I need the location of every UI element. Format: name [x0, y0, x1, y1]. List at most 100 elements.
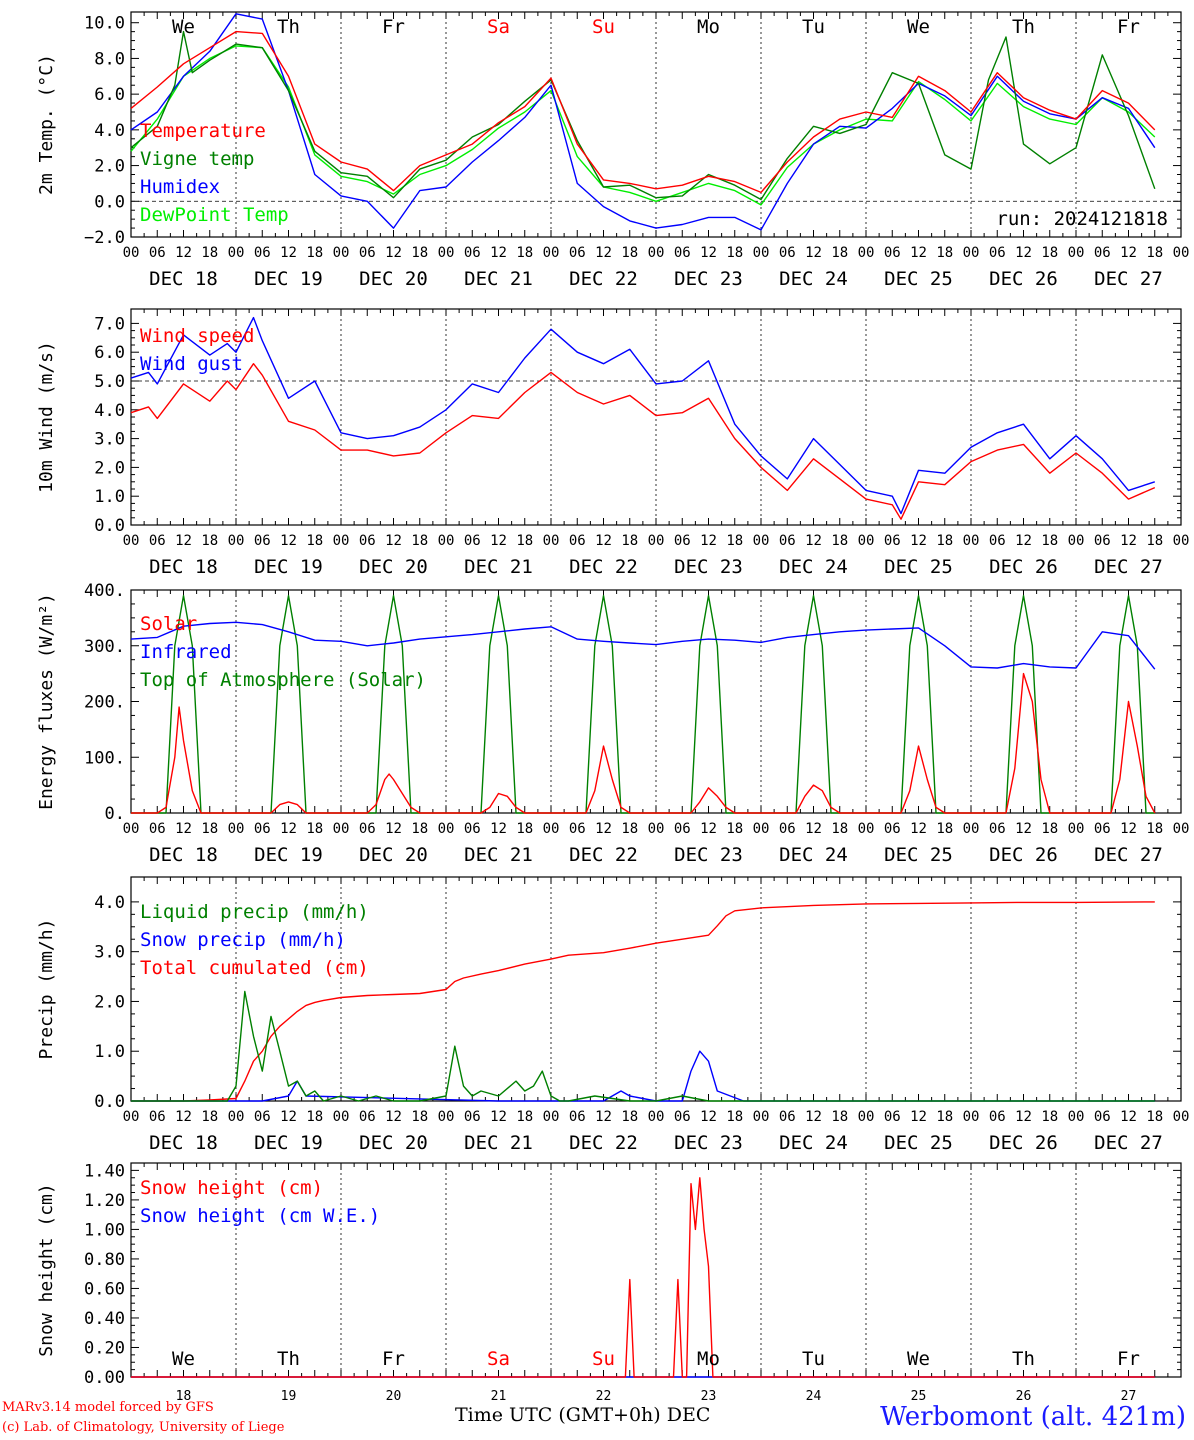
hour-tick-label: 06 — [989, 821, 1006, 837]
hour-tick-label: 18 — [1146, 245, 1163, 261]
hour-tick-label: 06 — [674, 245, 691, 261]
hour-tick-label: 18 — [726, 821, 743, 837]
hour-tick-label: 06 — [884, 533, 901, 549]
hour-tick-label: 00 — [963, 245, 980, 261]
hour-tick-label: 18 — [516, 245, 533, 261]
hour-tick-label: 06 — [884, 821, 901, 837]
hour-tick-label: 18 — [1146, 821, 1163, 837]
hour-tick-label: 12 — [1015, 533, 1032, 549]
day-number-label: 23 — [701, 1389, 717, 1404]
weekday-label: We — [172, 16, 195, 38]
hour-tick-label: 18 — [516, 533, 533, 549]
y-tick-label: 2.0 — [94, 157, 125, 177]
hour-tick-label: 18 — [306, 1109, 323, 1125]
weekday-label: Th — [1012, 1348, 1035, 1370]
hour-tick-label: 12 — [385, 821, 402, 837]
hour-tick-label: 12 — [1015, 1109, 1032, 1125]
date-label: DEC 22 — [569, 844, 638, 866]
hour-tick-label: 00 — [1068, 1109, 1085, 1125]
hour-tick-label: 00 — [963, 821, 980, 837]
date-label: DEC 27 — [1094, 1132, 1163, 1154]
day-number-label: 22 — [596, 1389, 612, 1404]
plot-frame — [130, 308, 1182, 526]
hour-tick-label: 18 — [201, 533, 218, 549]
hour-tick-label: 12 — [1120, 533, 1137, 549]
hour-tick-label: 06 — [779, 821, 796, 837]
hour-tick-label: 06 — [254, 1109, 271, 1125]
date-label: DEC 18 — [149, 844, 218, 866]
date-label: DEC 21 — [464, 268, 533, 290]
hour-tick-label: 18 — [411, 533, 428, 549]
hour-tick-label: 06 — [1094, 1109, 1111, 1125]
weekday-label: Su — [592, 1348, 615, 1370]
day-number-label: 21 — [491, 1389, 507, 1404]
y-tick-label: 0.00 — [84, 1368, 125, 1388]
hour-tick-label: 12 — [595, 821, 612, 837]
series-line — [131, 672, 1156, 814]
hour-tick-label: 18 — [306, 533, 323, 549]
hour-tick-label: 12 — [490, 245, 507, 261]
hour-tick-label: 00 — [123, 1109, 140, 1125]
y-tick-label: 6.0 — [94, 343, 125, 363]
y-tick-label: 0.0 — [94, 516, 125, 536]
date-label: DEC 25 — [884, 1132, 953, 1154]
y-tick-label: 4.0 — [94, 401, 125, 421]
y-tick-label: 1.20 — [84, 1191, 125, 1211]
hour-tick-label: 12 — [910, 1109, 927, 1125]
day-number-label: 19 — [281, 1389, 297, 1404]
hour-tick-label: 00 — [123, 821, 140, 837]
hour-tick-label: 18 — [831, 1109, 848, 1125]
hour-tick-label: 18 — [1041, 533, 1058, 549]
hour-tick-label: 06 — [989, 533, 1006, 549]
hour-tick-label: 06 — [149, 821, 166, 837]
weekday-label: Fr — [382, 1348, 405, 1370]
date-label: DEC 20 — [359, 268, 428, 290]
series-line — [130, 13, 1156, 231]
model-credit: MARv3.14 model forced by GFS — [2, 1400, 214, 1415]
hour-tick-label: 00 — [1173, 533, 1190, 549]
y-tick-label: 1.0 — [94, 1042, 125, 1062]
date-label: DEC 20 — [359, 844, 428, 866]
weekday-label: We — [907, 16, 930, 38]
hour-tick-label: 06 — [569, 1109, 586, 1125]
hour-tick-label: 18 — [831, 245, 848, 261]
hour-tick-label: 06 — [149, 1109, 166, 1125]
hour-tick-label: 12 — [805, 1109, 822, 1125]
y-tick-label: 0. — [105, 804, 125, 824]
weekday-label: Fr — [1117, 16, 1140, 38]
hour-tick-label: 18 — [1041, 1109, 1058, 1125]
hour-tick-label: 06 — [884, 1109, 901, 1125]
hour-tick-label: 12 — [385, 533, 402, 549]
hour-tick-label: 06 — [359, 821, 376, 837]
legend-entry: Snow height (cm) — [140, 1177, 323, 1199]
hour-tick-label: 12 — [490, 533, 507, 549]
day-number-label: 25 — [911, 1389, 927, 1404]
date-label: DEC 21 — [464, 556, 533, 578]
hour-tick-label: 06 — [1094, 245, 1111, 261]
date-label: DEC 22 — [569, 268, 638, 290]
legend-entry: Top of Atmosphere (Solar) — [140, 669, 426, 691]
hour-tick-label: 00 — [858, 1109, 875, 1125]
weekday-label: Sa — [487, 16, 510, 38]
y-tick-label: 0.20 — [84, 1338, 125, 1358]
y-axis-title: 2m Temp. (°C) — [36, 54, 57, 195]
date-label: DEC 20 — [359, 1132, 428, 1154]
series-line — [130, 30, 1156, 194]
weekday-label: Tu — [802, 1348, 825, 1370]
y-tick-label: −2.0 — [84, 228, 125, 248]
series-line — [130, 316, 1156, 515]
hour-tick-label: 00 — [858, 245, 875, 261]
y-tick-label: 6.0 — [94, 85, 125, 105]
hour-tick-label: 12 — [175, 245, 192, 261]
date-label: DEC 23 — [674, 1132, 743, 1154]
legend-entry: Total cumulated (cm) — [140, 957, 369, 979]
y-tick-label: 8.0 — [94, 49, 125, 69]
hour-tick-label: 00 — [648, 1109, 665, 1125]
y-tick-label: 2.0 — [94, 458, 125, 478]
legend-entry: Temperature — [140, 120, 266, 142]
legend-entry: Snow height (cm W.E.) — [140, 1205, 380, 1227]
series-line — [130, 30, 1156, 201]
y-tick-label: 400. — [84, 581, 125, 601]
hour-tick-label: 00 — [858, 821, 875, 837]
